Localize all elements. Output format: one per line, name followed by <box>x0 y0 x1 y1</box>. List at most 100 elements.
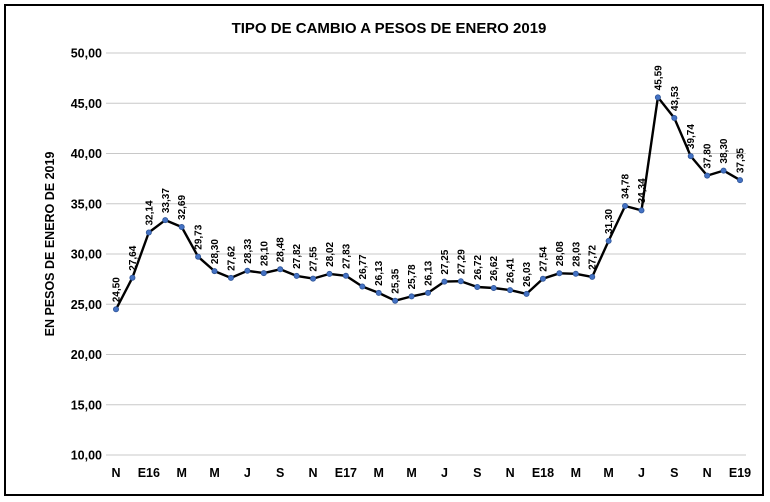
data-label: 33,37 <box>161 188 172 213</box>
data-point <box>441 278 448 285</box>
data-point <box>113 306 120 313</box>
y-tick-labels: 10,00 15,00 20,00 25,00 30,00 35,00 40,00 45,00… <box>71 47 102 463</box>
data-label: 29,73 <box>194 224 205 249</box>
data-point <box>260 270 267 277</box>
data-point <box>375 289 382 296</box>
data-point <box>359 283 366 290</box>
data-point <box>326 270 333 277</box>
data-label: 27,72 <box>588 244 599 269</box>
data-point <box>392 297 399 304</box>
data-label: 26,03 <box>522 261 533 286</box>
data-label: 27,29 <box>456 249 467 274</box>
data-label: 26,13 <box>424 260 435 285</box>
x-tick-labels: N E16 M M J S N E17 M M J S N E18 M M J S N E19 <box>111 466 751 480</box>
chart-frame: TIPO DE CAMBIO A PESOS DE ENERO 2019 EN … <box>4 4 764 496</box>
x-tick-label: J <box>244 466 251 480</box>
data-label: 27,54 <box>538 246 549 271</box>
data-label: 27,83 <box>341 243 352 268</box>
data-point <box>638 207 645 214</box>
data-label: 26,77 <box>358 254 369 279</box>
data-point <box>227 274 234 281</box>
data-label: 28,30 <box>210 239 221 264</box>
x-tick-label: N <box>111 466 120 480</box>
y-tick-label: 20,00 <box>71 348 102 362</box>
data-labels: 24,50 27,64 32,14 33,37 32,69 29,73 28,30 27,62… <box>112 65 747 302</box>
x-tick-label: E17 <box>335 466 357 480</box>
x-tick-label: E18 <box>532 466 554 480</box>
data-point <box>539 275 546 282</box>
y-tick-label: 25,00 <box>71 298 102 312</box>
y-tick-label: 40,00 <box>71 147 102 161</box>
data-label: 26,72 <box>473 255 484 280</box>
data-point <box>244 267 251 274</box>
x-tick-label: S <box>670 466 678 480</box>
y-axis-label: EN PESOS DE ENERO DE 2019 <box>43 152 57 337</box>
y-tick-label: 15,00 <box>71 398 102 412</box>
data-point <box>310 275 317 282</box>
data-label: 25,35 <box>391 268 402 293</box>
data-label: 28,02 <box>325 241 336 266</box>
data-label: 27,82 <box>292 243 303 268</box>
x-tick-label: M <box>209 466 219 480</box>
data-point <box>523 290 530 297</box>
y-tick-label: 30,00 <box>71 248 102 262</box>
data-label: 45,59 <box>653 65 664 90</box>
data-points <box>113 94 744 313</box>
x-tick-label: M <box>176 466 186 480</box>
data-point <box>654 94 661 101</box>
x-tick-label: N <box>506 466 515 480</box>
x-tick-label: J <box>441 466 448 480</box>
data-point <box>589 273 596 280</box>
data-label: 28,08 <box>555 241 566 266</box>
data-label: 26,13 <box>374 260 385 285</box>
x-tick-label: M <box>571 466 581 480</box>
data-point <box>605 237 612 244</box>
x-tick-label: M <box>603 466 613 480</box>
data-label: 25,78 <box>407 264 418 289</box>
data-point <box>145 229 152 236</box>
data-point <box>424 289 431 296</box>
data-point <box>720 167 727 174</box>
data-point <box>129 274 136 281</box>
data-label: 26,41 <box>506 258 517 283</box>
data-point <box>474 283 481 290</box>
data-label: 34,34 <box>637 178 648 203</box>
chart-title: TIPO DE CAMBIO A PESOS DE ENERO 2019 <box>232 20 547 37</box>
data-point <box>195 253 202 260</box>
data-point <box>507 287 514 294</box>
x-tick-label: M <box>374 466 384 480</box>
data-label: 27,64 <box>128 245 139 270</box>
data-label: 37,80 <box>703 143 714 168</box>
data-label: 28,48 <box>276 237 287 262</box>
data-label: 39,74 <box>686 124 697 149</box>
x-tick-label: J <box>638 466 645 480</box>
data-point <box>211 268 218 275</box>
x-tick-label: N <box>309 466 318 480</box>
x-tick-label: M <box>406 466 416 480</box>
data-label: 37,35 <box>736 148 747 173</box>
data-label: 32,69 <box>177 195 188 220</box>
data-point <box>556 270 563 277</box>
data-label: 34,78 <box>621 173 632 198</box>
data-label: 28,10 <box>259 241 270 266</box>
data-point <box>408 293 415 300</box>
grid-lines <box>106 52 746 456</box>
data-label: 24,50 <box>112 277 123 302</box>
data-label: 43,53 <box>670 86 681 111</box>
data-point <box>671 115 678 122</box>
data-point <box>704 172 711 179</box>
data-point <box>342 272 349 279</box>
y-tick-label: 45,00 <box>71 97 102 111</box>
data-label: 38,30 <box>719 138 730 163</box>
x-tick-label: E16 <box>138 466 160 480</box>
data-point <box>162 217 169 224</box>
data-point <box>277 266 284 273</box>
x-tick-label: S <box>276 466 284 480</box>
data-label: 28,03 <box>571 241 582 266</box>
data-point <box>457 278 464 285</box>
data-point <box>687 153 694 160</box>
data-label: 27,62 <box>226 245 237 270</box>
data-label: 27,25 <box>440 249 451 274</box>
data-point <box>622 202 629 209</box>
data-point <box>572 270 579 277</box>
